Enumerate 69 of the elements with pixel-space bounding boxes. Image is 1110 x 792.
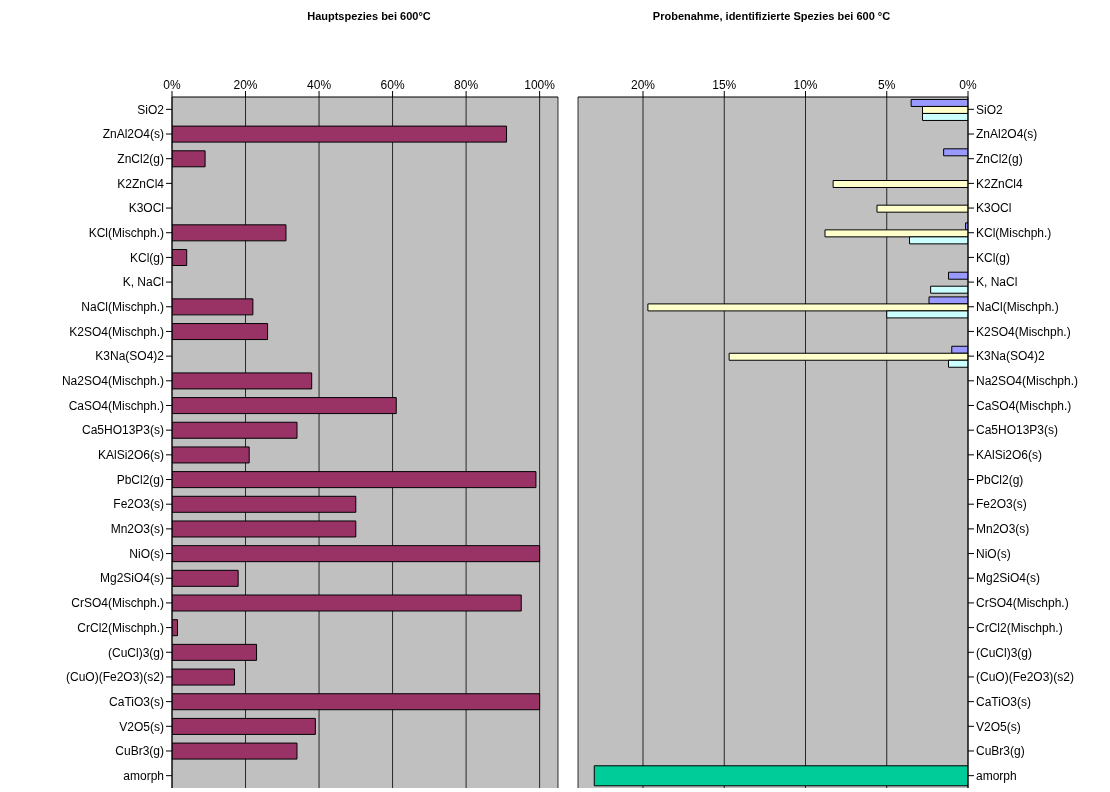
y-tick-label: CrCl2(Mischph.)	[976, 620, 1063, 635]
y-tick-label: SiO2	[976, 102, 1003, 117]
y-tick-label: KCl(g)	[129, 250, 164, 265]
chart-title: Hauptspezies bei 600°C	[306, 10, 432, 22]
x-tick-label: 60%	[380, 78, 405, 92]
y-tick-label: CaSO4(Mischph.)	[976, 398, 1072, 413]
y-tick-label: CuBr3(g)	[115, 744, 164, 759]
y-tick-label: KAlSi2O6(s)	[976, 448, 1043, 463]
y-tick-label: K3OCl	[128, 201, 164, 216]
y-tick-label: NaCl(Mischph.)	[976, 300, 1059, 315]
y-tick-label: CaTiO3(s)	[976, 694, 1031, 709]
y-tick-label: Ca5HO13P3(s)	[976, 423, 1059, 438]
x-tick-label: 20%	[233, 78, 258, 92]
y-tick-label: K2ZnCl4	[117, 176, 165, 191]
y-tick-label: Mn2O3(s)	[110, 522, 164, 537]
y-tick-label: ZnAl2O4(s)	[102, 127, 164, 142]
y-tick-label: CrSO4(Mischph.)	[976, 596, 1069, 611]
y-tick-label: V2O5(s)	[119, 719, 164, 734]
y-tick-label: K2SO4(Mischph.)	[976, 324, 1071, 339]
y-tick-label: NaCl(Mischph.)	[81, 300, 164, 315]
y-tick-label: KCl(Mischph.)	[976, 225, 1052, 240]
y-tick-label: Mn2O3(s)	[976, 522, 1030, 537]
y-tick-label: amorph	[976, 768, 1017, 783]
y-tick-label: KAlSi2O6(s)	[97, 448, 164, 463]
y-tick-label: (CuO)(Fe2O3)(s2)	[65, 670, 164, 685]
y-tick-label: ZnCl2(g)	[976, 151, 1023, 166]
x-tick-label: 100%	[524, 78, 556, 92]
chart-title: Probenahme, identifizierte Spezies bei 600 °C	[651, 10, 892, 22]
y-tick-label: K3OCl	[976, 201, 1012, 216]
y-tick-label: Na2SO4(Mischph.)	[976, 374, 1079, 389]
y-tick-label: (CuCl)3(g)	[976, 645, 1033, 660]
y-tick-label: SiO2	[137, 102, 165, 117]
y-tick-label: K, NaCl	[122, 275, 164, 290]
y-tick-label: Mg2SiO4(s)	[976, 571, 1041, 586]
y-tick-label: Fe2O3(s)	[113, 497, 164, 512]
x-tick-label: 40%	[307, 78, 332, 92]
x-tick-label: 20%	[630, 78, 656, 92]
y-tick-label: K3Na(SO4)2	[95, 349, 165, 364]
y-tick-label: K2SO4(Mischph.)	[69, 324, 164, 339]
y-tick-label: KCl(Mischph.)	[88, 225, 164, 240]
x-tick-label: 80%	[454, 78, 479, 92]
x-tick-label: 10%	[793, 78, 818, 92]
x-tick-label: 0%	[163, 78, 181, 92]
y-tick-label: CrCl2(Mischph.)	[77, 620, 164, 635]
y-tick-label: ZnCl2(g)	[117, 151, 164, 166]
y-tick-label: NiO(s)	[129, 546, 164, 561]
y-tick-label: V2O5(s)	[976, 719, 1021, 734]
y-tick-label: ZnAl2O4(s)	[976, 127, 1038, 142]
y-tick-label: amorph	[123, 768, 164, 783]
y-tick-label: CuBr3(g)	[976, 744, 1025, 759]
y-tick-label: K3Na(SO4)2	[976, 349, 1046, 364]
y-tick-label: (CuCl)3(g)	[107, 645, 164, 660]
y-tick-label: PbCl2(g)	[976, 472, 1024, 487]
x-tick-label: 0%	[959, 78, 977, 92]
y-tick-label: Fe2O3(s)	[976, 497, 1027, 512]
y-tick-label: CaTiO3(s)	[109, 694, 164, 709]
y-tick-label: NiO(s)	[976, 546, 1011, 561]
y-tick-label: CaSO4(Mischph.)	[68, 398, 164, 413]
y-tick-label: K2ZnCl4	[976, 176, 1024, 191]
x-tick-label: 5%	[878, 78, 896, 92]
y-tick-label: Mg2SiO4(s)	[99, 571, 164, 586]
x-tick-label: 15%	[712, 78, 737, 92]
y-tick-label: K, NaCl	[976, 275, 1018, 290]
y-tick-label: CrSO4(Mischph.)	[71, 596, 164, 611]
y-tick-label: KCl(g)	[976, 250, 1011, 265]
y-tick-label: Na2SO4(Mischph.)	[61, 374, 164, 389]
y-tick-label: PbCl2(g)	[116, 472, 164, 487]
y-tick-label: Ca5HO13P3(s)	[81, 423, 164, 438]
y-tick-label: (CuO)(Fe2O3)(s2)	[976, 670, 1075, 685]
